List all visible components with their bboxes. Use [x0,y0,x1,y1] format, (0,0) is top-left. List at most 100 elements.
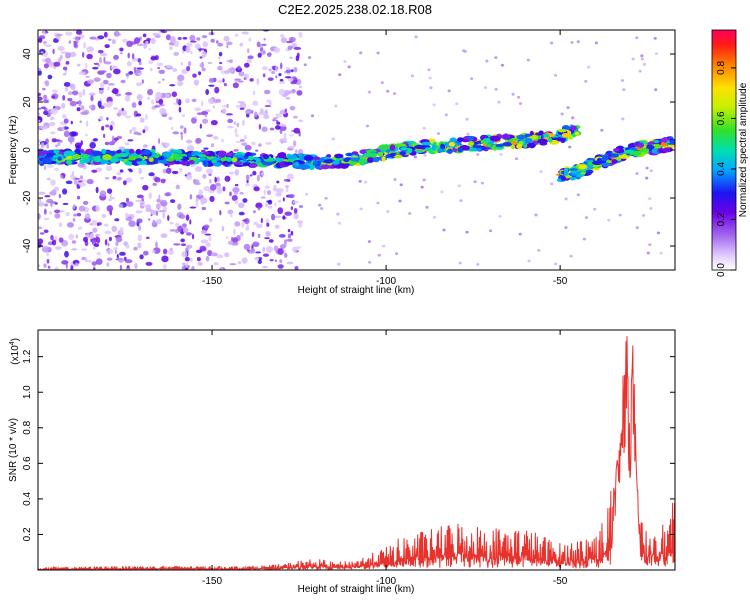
noise-cell [204,233,212,236]
noise-cell [645,176,649,180]
noise-cell [241,142,248,146]
noise-cell [287,233,292,239]
ridge-cell [284,161,294,166]
noise-cell [202,173,207,179]
noise-cell [180,214,185,219]
noise-cell [654,52,658,56]
ridge-cell [287,154,298,160]
noise-cell [293,207,298,214]
noise-cell [225,236,229,239]
noise-cell [201,100,204,107]
ridge-cell [537,138,548,145]
ridge-cell [662,136,668,143]
colorbar-tick-label: 0.6 [716,111,727,125]
noise-cell [98,222,102,226]
noise-cell [128,71,134,75]
noise-cell [154,176,161,183]
noise-cell [425,205,429,209]
noise-cell [93,62,100,65]
noise-cell [285,96,291,100]
noise-cell [252,90,256,96]
noise-cell [157,80,161,84]
noise-cell [645,166,649,170]
ridge-cell [116,149,122,154]
noise-cell [133,246,138,251]
noise-cell [133,131,139,135]
noise-cell [234,33,239,37]
ridge-cell [64,150,73,155]
noise-cell [99,52,108,57]
noise-cell [91,219,98,226]
noise-cell [444,113,448,117]
noise-cell [553,73,558,77]
noise-cell [87,79,94,85]
ridge-cell [653,139,660,144]
noise-cell [119,251,126,256]
ridge-cell [199,157,207,161]
noise-cell [111,225,118,233]
ridge-cell [346,152,353,157]
noise-cell [77,180,83,183]
noise-cell [260,217,263,224]
noise-cell [161,142,165,146]
noise-cell [45,57,51,64]
noise-cell [63,118,69,124]
ridge-cell [226,152,234,157]
noise-cell [640,54,644,58]
noise-cell [249,78,254,82]
snr-ytick-label: 0.6 [22,456,33,470]
ridge-cell [639,148,650,152]
noise-cell [201,67,206,72]
noise-cell [110,65,116,70]
noise-cell [76,63,81,67]
ridge-cell [495,143,504,148]
noise-cell [185,139,193,144]
noise-cell [97,64,100,67]
noise-cell [71,90,79,96]
noise-cell [103,56,106,64]
ridge-cell [299,164,311,170]
noise-cell [262,246,266,253]
ridge-cell [93,156,102,163]
noise-cell [205,242,211,247]
noise-cell [182,36,188,40]
ridge-cell [624,149,635,154]
noise-cell [290,230,294,236]
noise-cell [483,86,488,90]
ridge-cell [569,168,579,172]
noise-cell [241,257,248,264]
noise-cell [70,265,74,270]
noise-cell [272,186,278,192]
noise-cell [285,67,291,71]
noise-cell [288,90,296,94]
ridge-cell [528,142,536,149]
noise-cell [246,58,252,64]
noise-cell [278,88,286,96]
noise-cell [200,229,208,235]
noise-cell [107,86,110,91]
noise-cell [296,90,303,96]
noise-cell [256,223,263,229]
noise-cell [151,99,154,105]
noise-cell [207,98,214,103]
noise-cell [221,104,228,108]
noise-cell [237,100,245,104]
noise-cell [138,61,142,66]
noise-cell [205,255,210,262]
ridge-cell [350,157,360,162]
noise-cell [238,80,244,83]
ridge-cell [180,153,188,157]
noise-cell [62,202,69,206]
ridge-cell [148,157,154,163]
noise-cell [111,38,117,45]
noise-cell [260,196,266,199]
noise-cell [107,83,115,86]
ridge-cell [320,164,331,170]
ridge-cell [381,156,386,162]
noise-cell [104,141,110,146]
noise-cell [92,138,99,142]
noise-cell [54,266,59,270]
noise-cell [85,120,89,127]
noise-cell [256,174,260,182]
ridge-cell [85,148,95,155]
